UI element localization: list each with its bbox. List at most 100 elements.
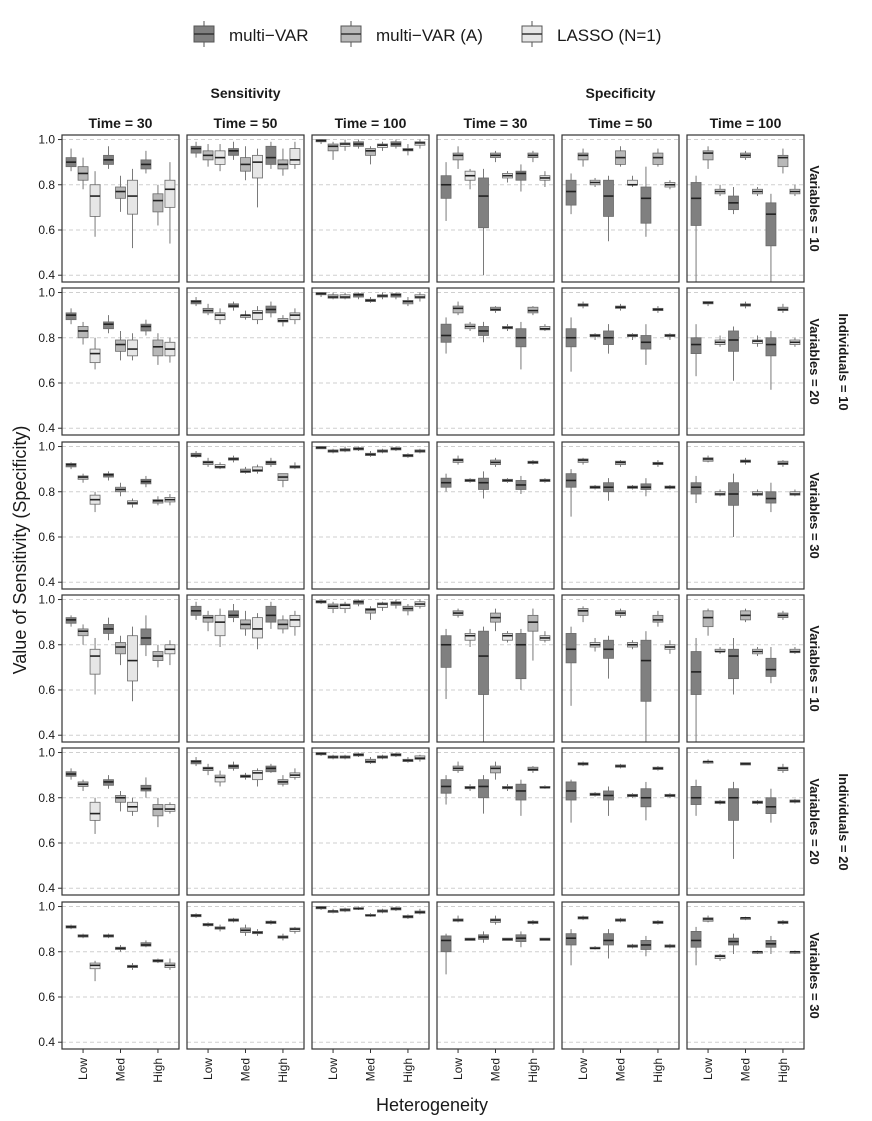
box (202, 922, 214, 927)
box (127, 498, 138, 508)
box (202, 457, 214, 467)
box-body (289, 614, 301, 628)
box (527, 608, 539, 661)
box (315, 752, 327, 756)
panel (311, 441, 430, 590)
box (289, 141, 301, 169)
box (690, 779, 702, 816)
box (603, 478, 614, 501)
box (240, 924, 251, 936)
box-body (640, 639, 652, 702)
box-body (140, 628, 152, 646)
box-body (152, 193, 164, 213)
box-body (202, 614, 214, 623)
box (577, 301, 589, 309)
box-body (89, 801, 101, 821)
box (140, 150, 152, 174)
box (765, 647, 777, 684)
box (502, 937, 513, 941)
box (77, 157, 89, 190)
box (664, 640, 676, 654)
panel (686, 594, 805, 743)
box (777, 303, 789, 313)
box (228, 761, 239, 771)
box (603, 175, 614, 242)
box (577, 915, 589, 921)
box (490, 608, 501, 632)
y-tick-label: 0.6 (38, 683, 55, 697)
time-label: Time = 100 (335, 115, 407, 131)
x-tick-label: Low (201, 1058, 215, 1080)
box (565, 779, 577, 823)
box (202, 610, 214, 632)
box (390, 906, 402, 912)
time-label: Time = 50 (589, 115, 653, 131)
box (152, 797, 164, 828)
individuals-strip: Individuals = 10 (836, 313, 851, 410)
y-tick-label: 1.0 (38, 286, 55, 300)
box (103, 471, 114, 481)
legend-label: LASSO (N=1) (557, 26, 661, 45)
box-body (728, 330, 739, 352)
legend-entry: LASSO (N=1) (521, 21, 661, 47)
box-body (515, 170, 527, 181)
box (527, 306, 539, 316)
box-body (515, 633, 527, 680)
box (740, 150, 751, 160)
box (515, 164, 527, 192)
panel (61, 441, 180, 590)
box (589, 946, 601, 950)
variables-strip: Variables = 20 (807, 318, 822, 404)
box (127, 168, 138, 249)
box (440, 317, 452, 354)
box (103, 617, 114, 641)
x-tick-label: Med (239, 1058, 253, 1081)
panel (61, 287, 180, 436)
box (740, 916, 751, 921)
box-body (115, 186, 126, 199)
panel-border (686, 747, 805, 896)
box (402, 453, 414, 458)
box (690, 926, 702, 966)
box (589, 177, 601, 188)
box (615, 917, 626, 923)
box (228, 301, 239, 311)
box (152, 958, 164, 964)
box (277, 473, 289, 488)
box (752, 647, 763, 657)
panel (186, 901, 305, 1050)
box (315, 292, 327, 298)
x-tick-label: High (526, 1058, 540, 1083)
box (452, 146, 464, 169)
box (353, 906, 364, 910)
time-label: Time = 50 (214, 115, 278, 131)
box (539, 937, 551, 941)
box (640, 324, 652, 365)
box (777, 920, 789, 925)
box (190, 141, 202, 158)
box (377, 292, 388, 300)
box (789, 950, 801, 955)
box-body (89, 648, 101, 675)
box (402, 604, 414, 616)
box-body (377, 602, 388, 608)
box (515, 475, 527, 495)
box (615, 763, 626, 769)
panel (61, 134, 180, 283)
box (502, 171, 513, 183)
panel-background (687, 442, 804, 589)
box (390, 752, 402, 758)
time-label: Time = 30 (464, 115, 528, 131)
box (377, 601, 388, 611)
panel (561, 441, 680, 590)
panel-background (687, 288, 804, 435)
box-body (77, 326, 89, 339)
box-body (565, 633, 577, 664)
box (539, 478, 551, 483)
box-body (164, 804, 176, 812)
panel (561, 747, 680, 896)
panel-border (186, 134, 305, 283)
box (702, 455, 714, 463)
box-body (502, 633, 513, 641)
y-tick-label: 0.8 (38, 331, 55, 345)
